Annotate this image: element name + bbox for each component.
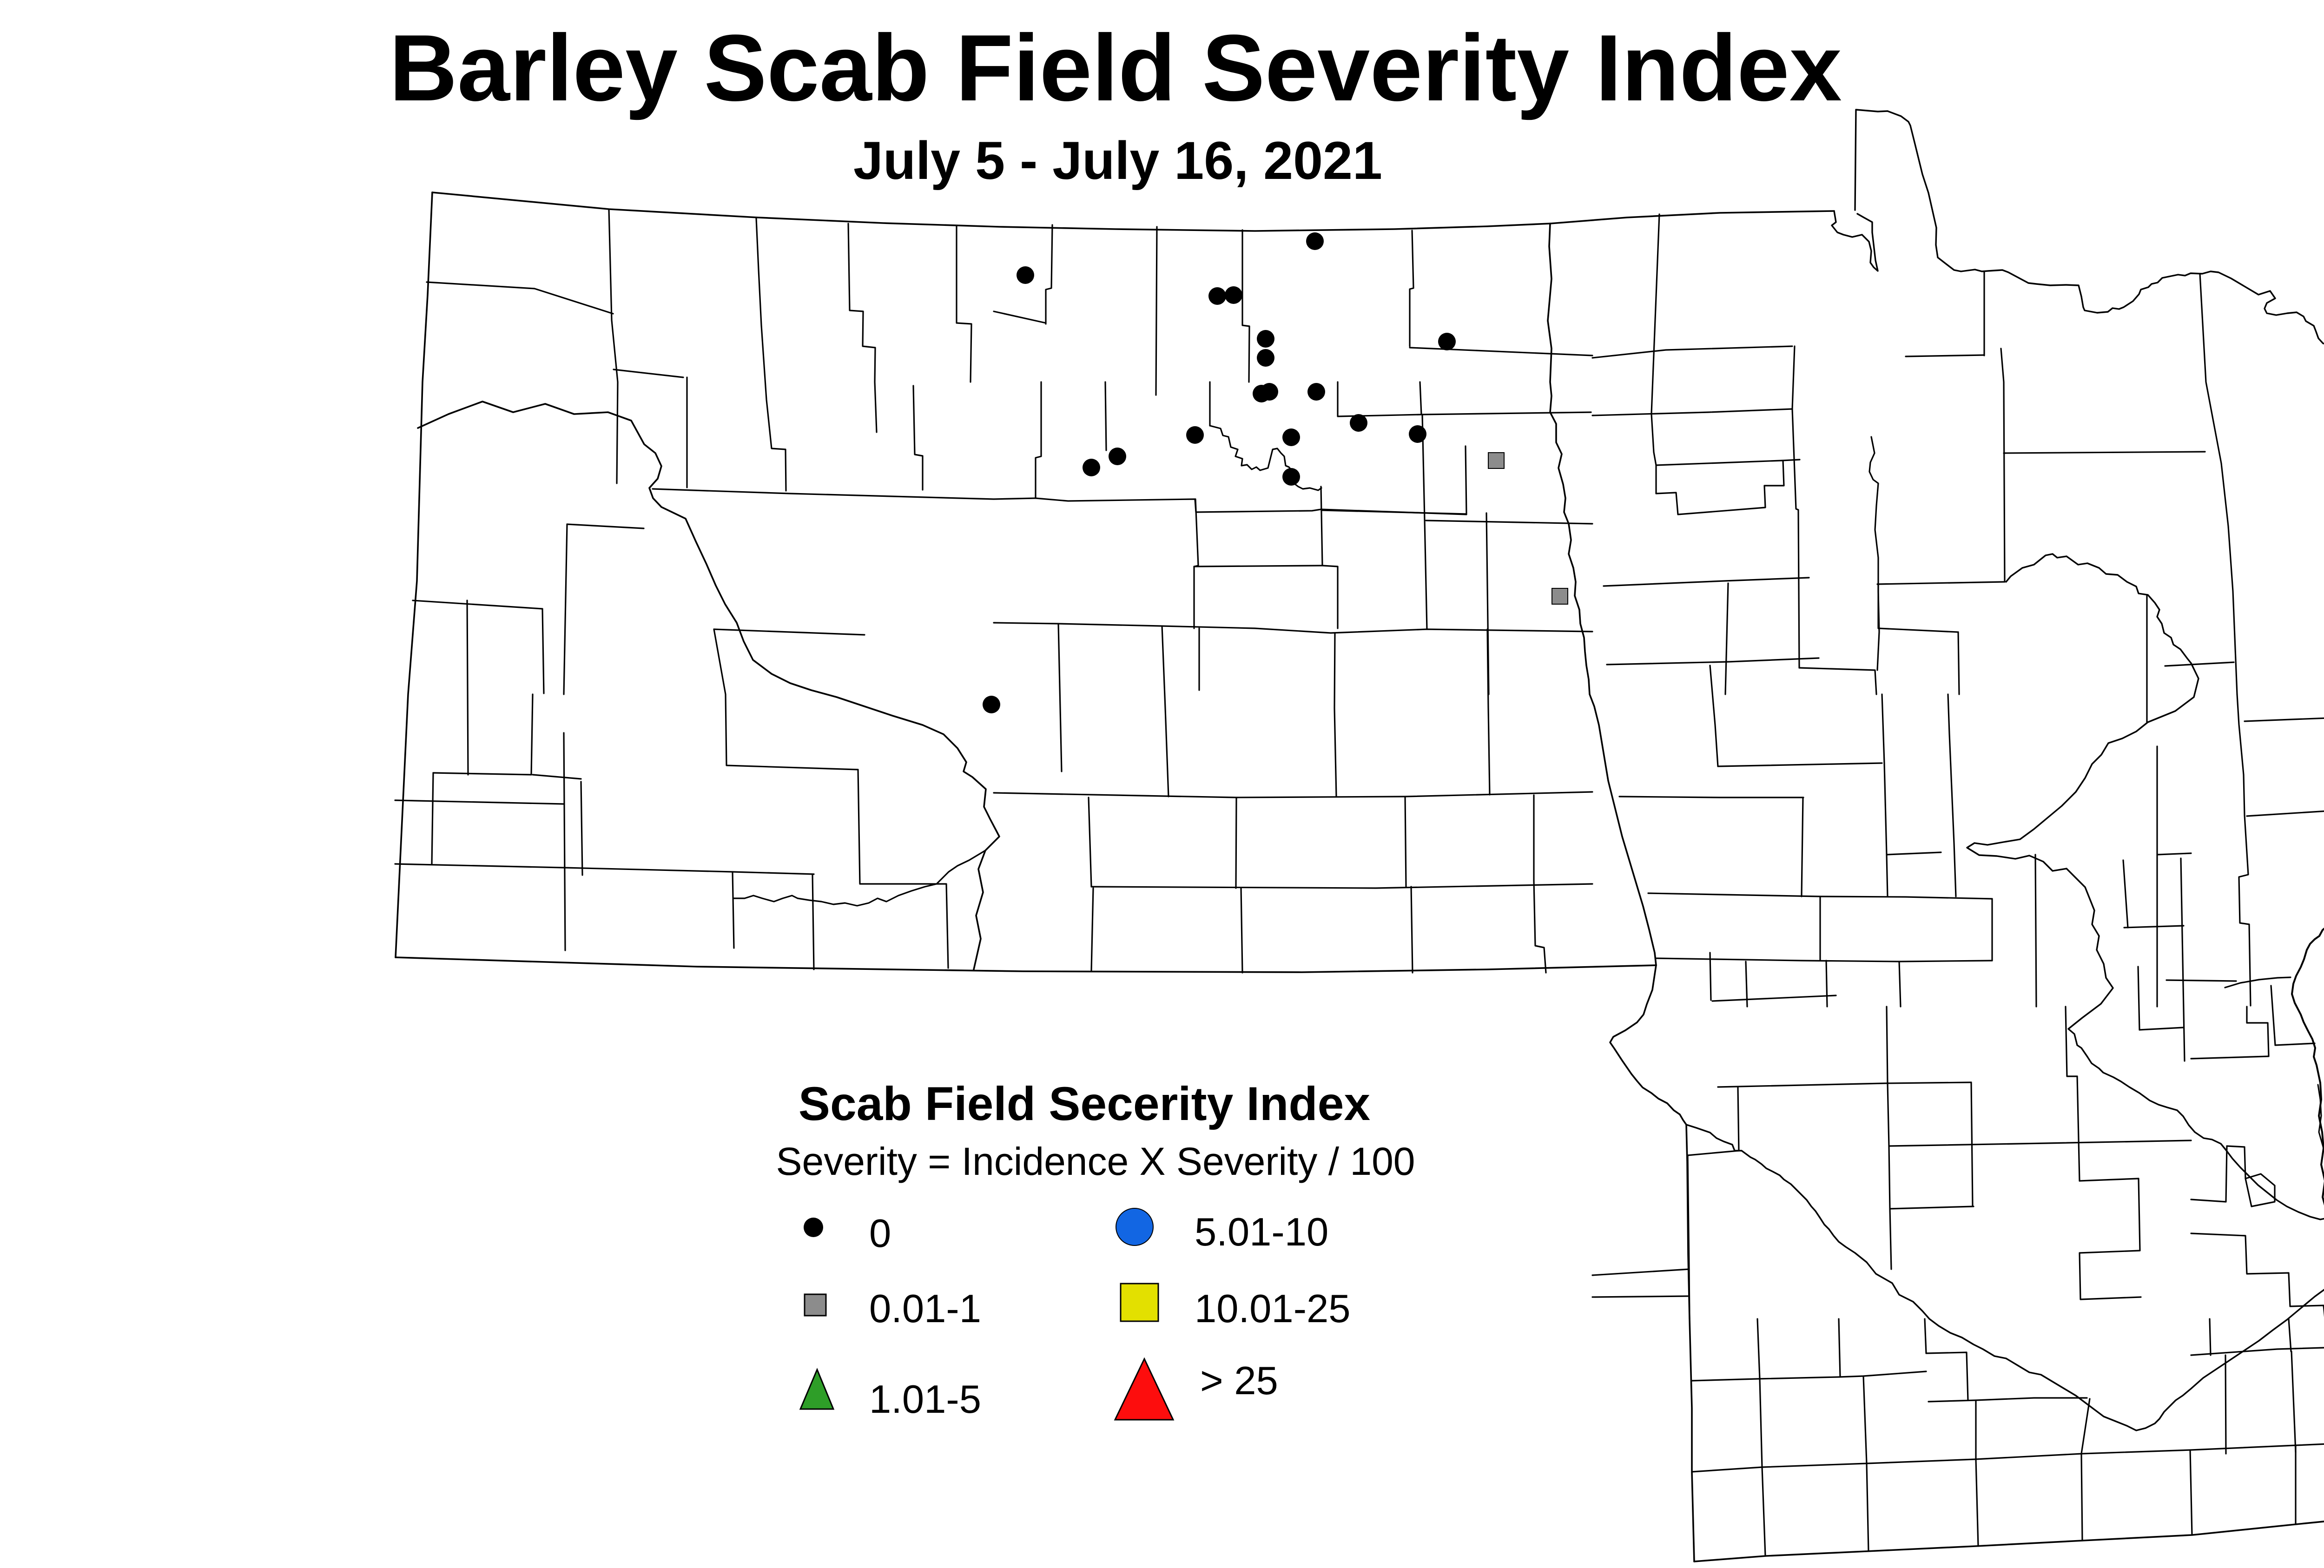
svg-text:0.01-1: 0.01-1 — [869, 1287, 981, 1331]
svg-text:0: 0 — [869, 1212, 891, 1256]
svg-text:10.01-25: 10.01-25 — [1195, 1287, 1351, 1331]
svg-text:5.01-10: 5.01-10 — [1195, 1210, 1328, 1254]
svg-text:1.01-5: 1.01-5 — [869, 1377, 981, 1422]
svg-text:Barley Scab Field Severity Ind: Barley Scab Field Severity Index — [389, 15, 1842, 121]
svg-text:Severity = Incidence X Severit: Severity = Incidence X Severity / 100 — [776, 1140, 1415, 1183]
svg-text:Scab Field Secerity Index: Scab Field Secerity Index — [799, 1077, 1370, 1130]
svg-text:July 5 - July 16, 2021: July 5 - July 16, 2021 — [853, 131, 1382, 191]
svg-text:> 25: > 25 — [1200, 1359, 1278, 1403]
